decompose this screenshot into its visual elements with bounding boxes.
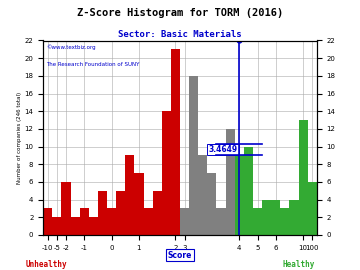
- Bar: [253, 208, 262, 235]
- Text: The Research Foundation of SUNY: The Research Foundation of SUNY: [46, 62, 139, 67]
- Bar: [289, 200, 298, 235]
- Bar: [207, 173, 216, 235]
- Bar: [308, 182, 317, 235]
- Bar: [280, 208, 289, 235]
- Bar: [198, 155, 207, 235]
- Y-axis label: Number of companies (246 total): Number of companies (246 total): [17, 92, 22, 184]
- Bar: [235, 155, 244, 235]
- Bar: [134, 173, 144, 235]
- Bar: [98, 191, 107, 235]
- Bar: [125, 155, 134, 235]
- Bar: [271, 200, 280, 235]
- Text: Healthy: Healthy: [283, 260, 315, 269]
- Text: 3.4649: 3.4649: [208, 145, 238, 154]
- Bar: [144, 208, 153, 235]
- Bar: [153, 191, 162, 235]
- Bar: [43, 208, 52, 235]
- Text: Z-Score Histogram for TORM (2016): Z-Score Histogram for TORM (2016): [77, 8, 283, 18]
- Bar: [180, 208, 189, 235]
- Bar: [298, 120, 308, 235]
- Bar: [226, 129, 235, 235]
- Bar: [116, 191, 125, 235]
- Bar: [62, 182, 71, 235]
- Bar: [162, 111, 171, 235]
- Bar: [171, 49, 180, 235]
- Bar: [189, 76, 198, 235]
- Bar: [71, 217, 80, 235]
- Bar: [89, 217, 98, 235]
- Bar: [216, 208, 226, 235]
- Bar: [52, 217, 62, 235]
- Text: Unhealthy: Unhealthy: [26, 260, 68, 269]
- Text: ©www.textbiz.org: ©www.textbiz.org: [46, 44, 95, 50]
- Bar: [244, 147, 253, 235]
- Text: Sector: Basic Materials: Sector: Basic Materials: [118, 30, 242, 39]
- Bar: [262, 200, 271, 235]
- Text: Score: Score: [168, 251, 192, 260]
- Bar: [107, 208, 116, 235]
- Bar: [80, 208, 89, 235]
